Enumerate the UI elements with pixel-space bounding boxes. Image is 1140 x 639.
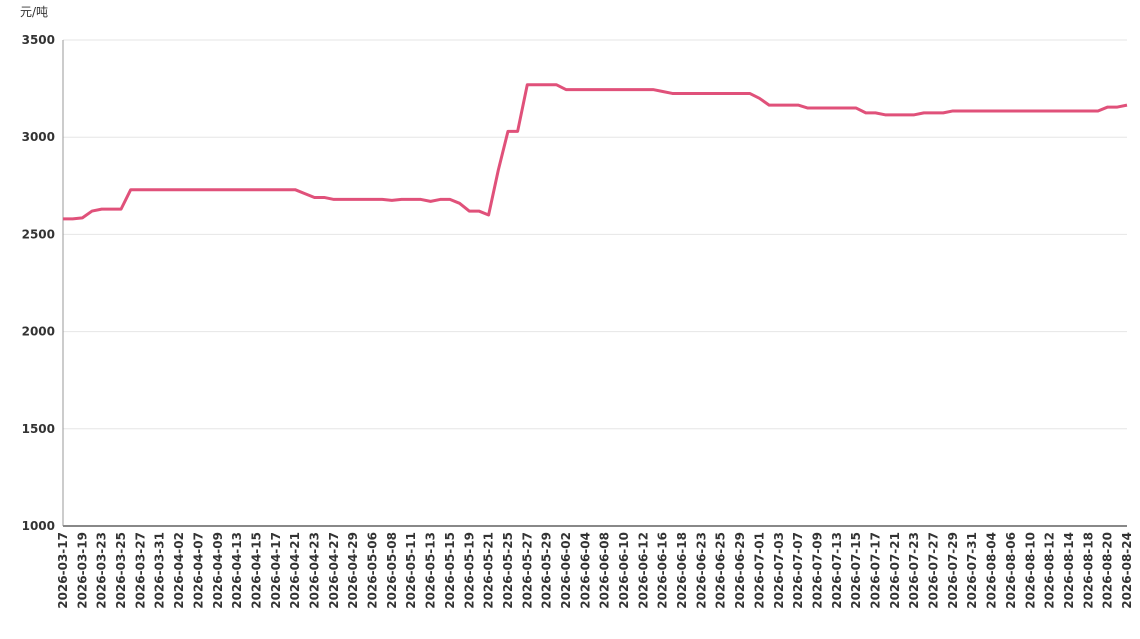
x-tick-label: 2026-05-15 xyxy=(443,532,457,609)
x-tick-label: 2026-05-27 xyxy=(520,532,534,609)
x-tick-label: 2026-07-15 xyxy=(849,532,863,609)
x-tick-label: 2026-03-17 xyxy=(56,532,70,609)
x-tick-label: 2026-03-25 xyxy=(114,532,128,609)
x-tick-label: 2026-06-18 xyxy=(675,532,689,609)
x-tick-label: 2026-07-29 xyxy=(946,532,960,609)
x-tick-label: 2026-07-23 xyxy=(907,532,921,609)
x-tick-label: 2026-08-06 xyxy=(1004,532,1018,609)
x-tick-label: 2026-07-09 xyxy=(810,532,824,609)
x-tick-label: 2026-04-29 xyxy=(346,532,360,609)
x-tick-label: 2026-06-25 xyxy=(714,532,728,609)
x-tick-label: 2026-04-23 xyxy=(307,532,321,609)
y-tick-label: 1500 xyxy=(22,422,55,436)
x-tick-label: 2026-08-10 xyxy=(1023,532,1037,609)
x-tick-label: 2026-07-27 xyxy=(927,532,941,609)
x-tick-label: 2026-04-27 xyxy=(327,532,341,609)
y-unit: 元/吨 xyxy=(20,5,48,19)
x-tick-label: 2026-04-21 xyxy=(288,532,302,609)
x-tick-label: 2026-05-06 xyxy=(366,532,380,609)
x-tick-label: 2026-08-04 xyxy=(985,532,999,609)
x-tick-label: 2026-07-07 xyxy=(791,532,805,609)
x-tick-label: 2026-03-31 xyxy=(153,532,167,609)
x-tick-label: 2026-07-03 xyxy=(772,532,786,609)
y-tick-label: 2000 xyxy=(22,325,55,339)
x-tick-label: 2026-06-08 xyxy=(598,532,612,609)
x-tick-label: 2026-05-13 xyxy=(424,532,438,609)
x-tick-label: 2026-05-11 xyxy=(404,532,418,609)
x-tick-label: 2026-08-14 xyxy=(1062,532,1076,609)
x-tick-label: 2026-08-12 xyxy=(1043,532,1057,609)
x-tick-label: 2026-07-17 xyxy=(869,532,883,609)
x-tick-label: 2026-03-27 xyxy=(133,532,147,609)
x-tick-label: 2026-04-17 xyxy=(269,532,283,609)
x-tick-label: 2026-04-15 xyxy=(249,532,263,609)
x-tick-label: 2026-05-08 xyxy=(385,532,399,609)
x-tick-label: 2026-04-02 xyxy=(172,532,186,609)
x-tick-label: 2026-07-21 xyxy=(888,532,902,609)
x-tick-label: 2026-08-18 xyxy=(1081,532,1095,609)
x-tick-label: 2026-03-23 xyxy=(95,532,109,609)
x-tick-label: 2026-05-29 xyxy=(540,532,554,609)
y-tick-label: 2500 xyxy=(22,227,55,241)
x-tick-label: 2026-05-19 xyxy=(462,532,476,609)
x-tick-label: 2026-07-31 xyxy=(965,532,979,609)
x-tick-label: 2026-06-04 xyxy=(578,532,592,609)
x-tick-label: 2026-06-16 xyxy=(656,532,670,609)
x-tick-label: 2026-07-13 xyxy=(830,532,844,609)
x-tick-label: 2026-03-19 xyxy=(75,532,89,609)
x-tick-label: 2026-08-24 xyxy=(1120,532,1134,609)
x-tick-label: 2026-07-01 xyxy=(752,532,766,609)
x-tick-label: 2026-08-20 xyxy=(1101,532,1115,609)
y-tick-label: 3000 xyxy=(22,130,55,144)
line xyxy=(63,83,1128,221)
x-tick-label: 2026-04-07 xyxy=(191,532,205,609)
x-tick-label: 2026-05-21 xyxy=(482,532,496,609)
x-tick-label: 2026-06-12 xyxy=(636,532,650,609)
x-tick-label: 2026-04-13 xyxy=(230,532,244,609)
y-tick-label: 3500 xyxy=(22,33,55,47)
x-tick-label: 2026-06-02 xyxy=(559,532,573,609)
x-tick-label: 2026-06-10 xyxy=(617,532,631,609)
x-tick-label: 2026-04-09 xyxy=(211,532,225,609)
y-tick-label: 1000 xyxy=(22,519,55,533)
x-tick-label: 2026-06-23 xyxy=(694,532,708,609)
x-tick-label: 2026-06-29 xyxy=(733,532,747,609)
x-tick-label: 2026-05-25 xyxy=(501,532,515,609)
